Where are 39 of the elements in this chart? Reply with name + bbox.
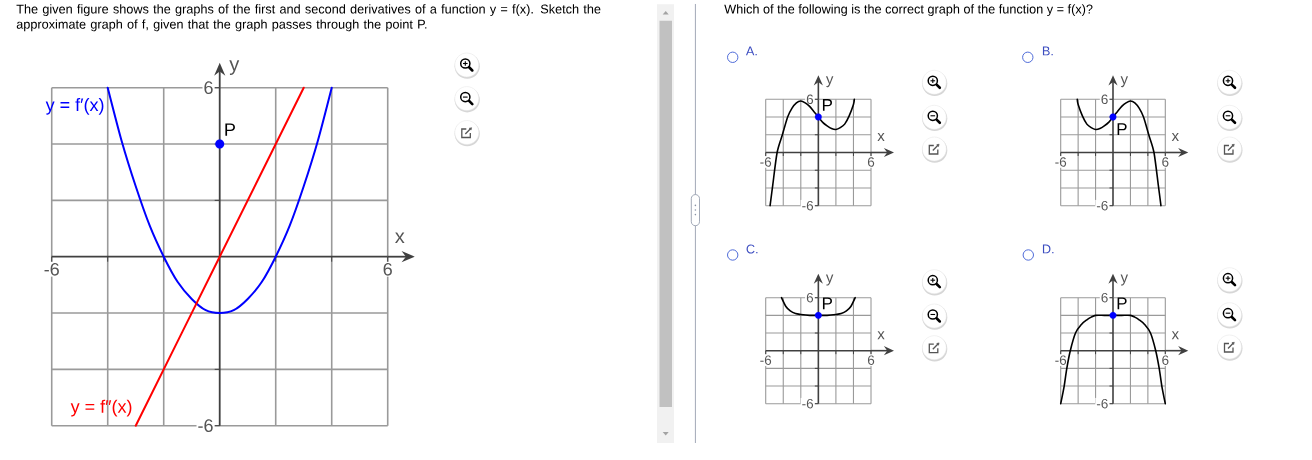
y-axis-title: y [825,76,834,88]
y-tick-label: -6 [802,200,814,211]
chart-title: A. [745,46,757,56]
x-axis-title: x [395,232,405,244]
x-axis-title: x [1171,331,1179,340]
y-tick-label: 6 [806,94,814,105]
x-axis-title: x [877,133,885,141]
y-tick-label: -6 [1096,200,1108,211]
series-label: P [1117,123,1127,135]
y-tick-label: 6 [1101,94,1108,105]
y-tick-label: 6 [1101,292,1108,303]
x-axis-title: x [877,331,885,340]
series-label: y = f″(x) [70,399,132,417]
series-label: P [822,297,832,310]
chart-title: B. [1042,46,1053,56]
series-label: P [225,123,235,136]
series-label: P [1117,297,1127,310]
series-label: P [822,99,832,111]
x-axis-title: x [1171,133,1179,141]
x-tick-label: 6 [867,355,875,365]
y-tick-label: -6 [1096,398,1108,409]
y-axis-title: y [229,60,240,75]
x-tick-label: -6 [760,355,772,365]
chart-title: D. [1042,244,1054,254]
text: Which of the following is the correct graph of the function y = f(x)? [724,4,1093,17]
y-axis-title: y [1120,274,1129,286]
x-tick-label: -6 [1055,157,1067,167]
y-tick-label: -6 [802,398,814,409]
x-tick-label: -6 [1055,355,1067,365]
series-label: y = f′(x) [45,97,104,115]
x-tick-label: 6 [1162,157,1169,167]
chart-title: C. [746,244,758,254]
chart-title: The given figure shows the graphs of the first and second derivatives of a function y = f(x). Sketch the approximate graph of f, given that the graph passes through the point P. [16,4,601,32]
y-axis-title: y [825,274,834,286]
x-tick-label: -6 [760,157,772,167]
x-tick-label: 6 [1162,355,1169,365]
y-axis-title: y [1120,76,1129,88]
y-tick-label: 6 [806,292,814,303]
x-tick-label: 6 [867,157,875,167]
